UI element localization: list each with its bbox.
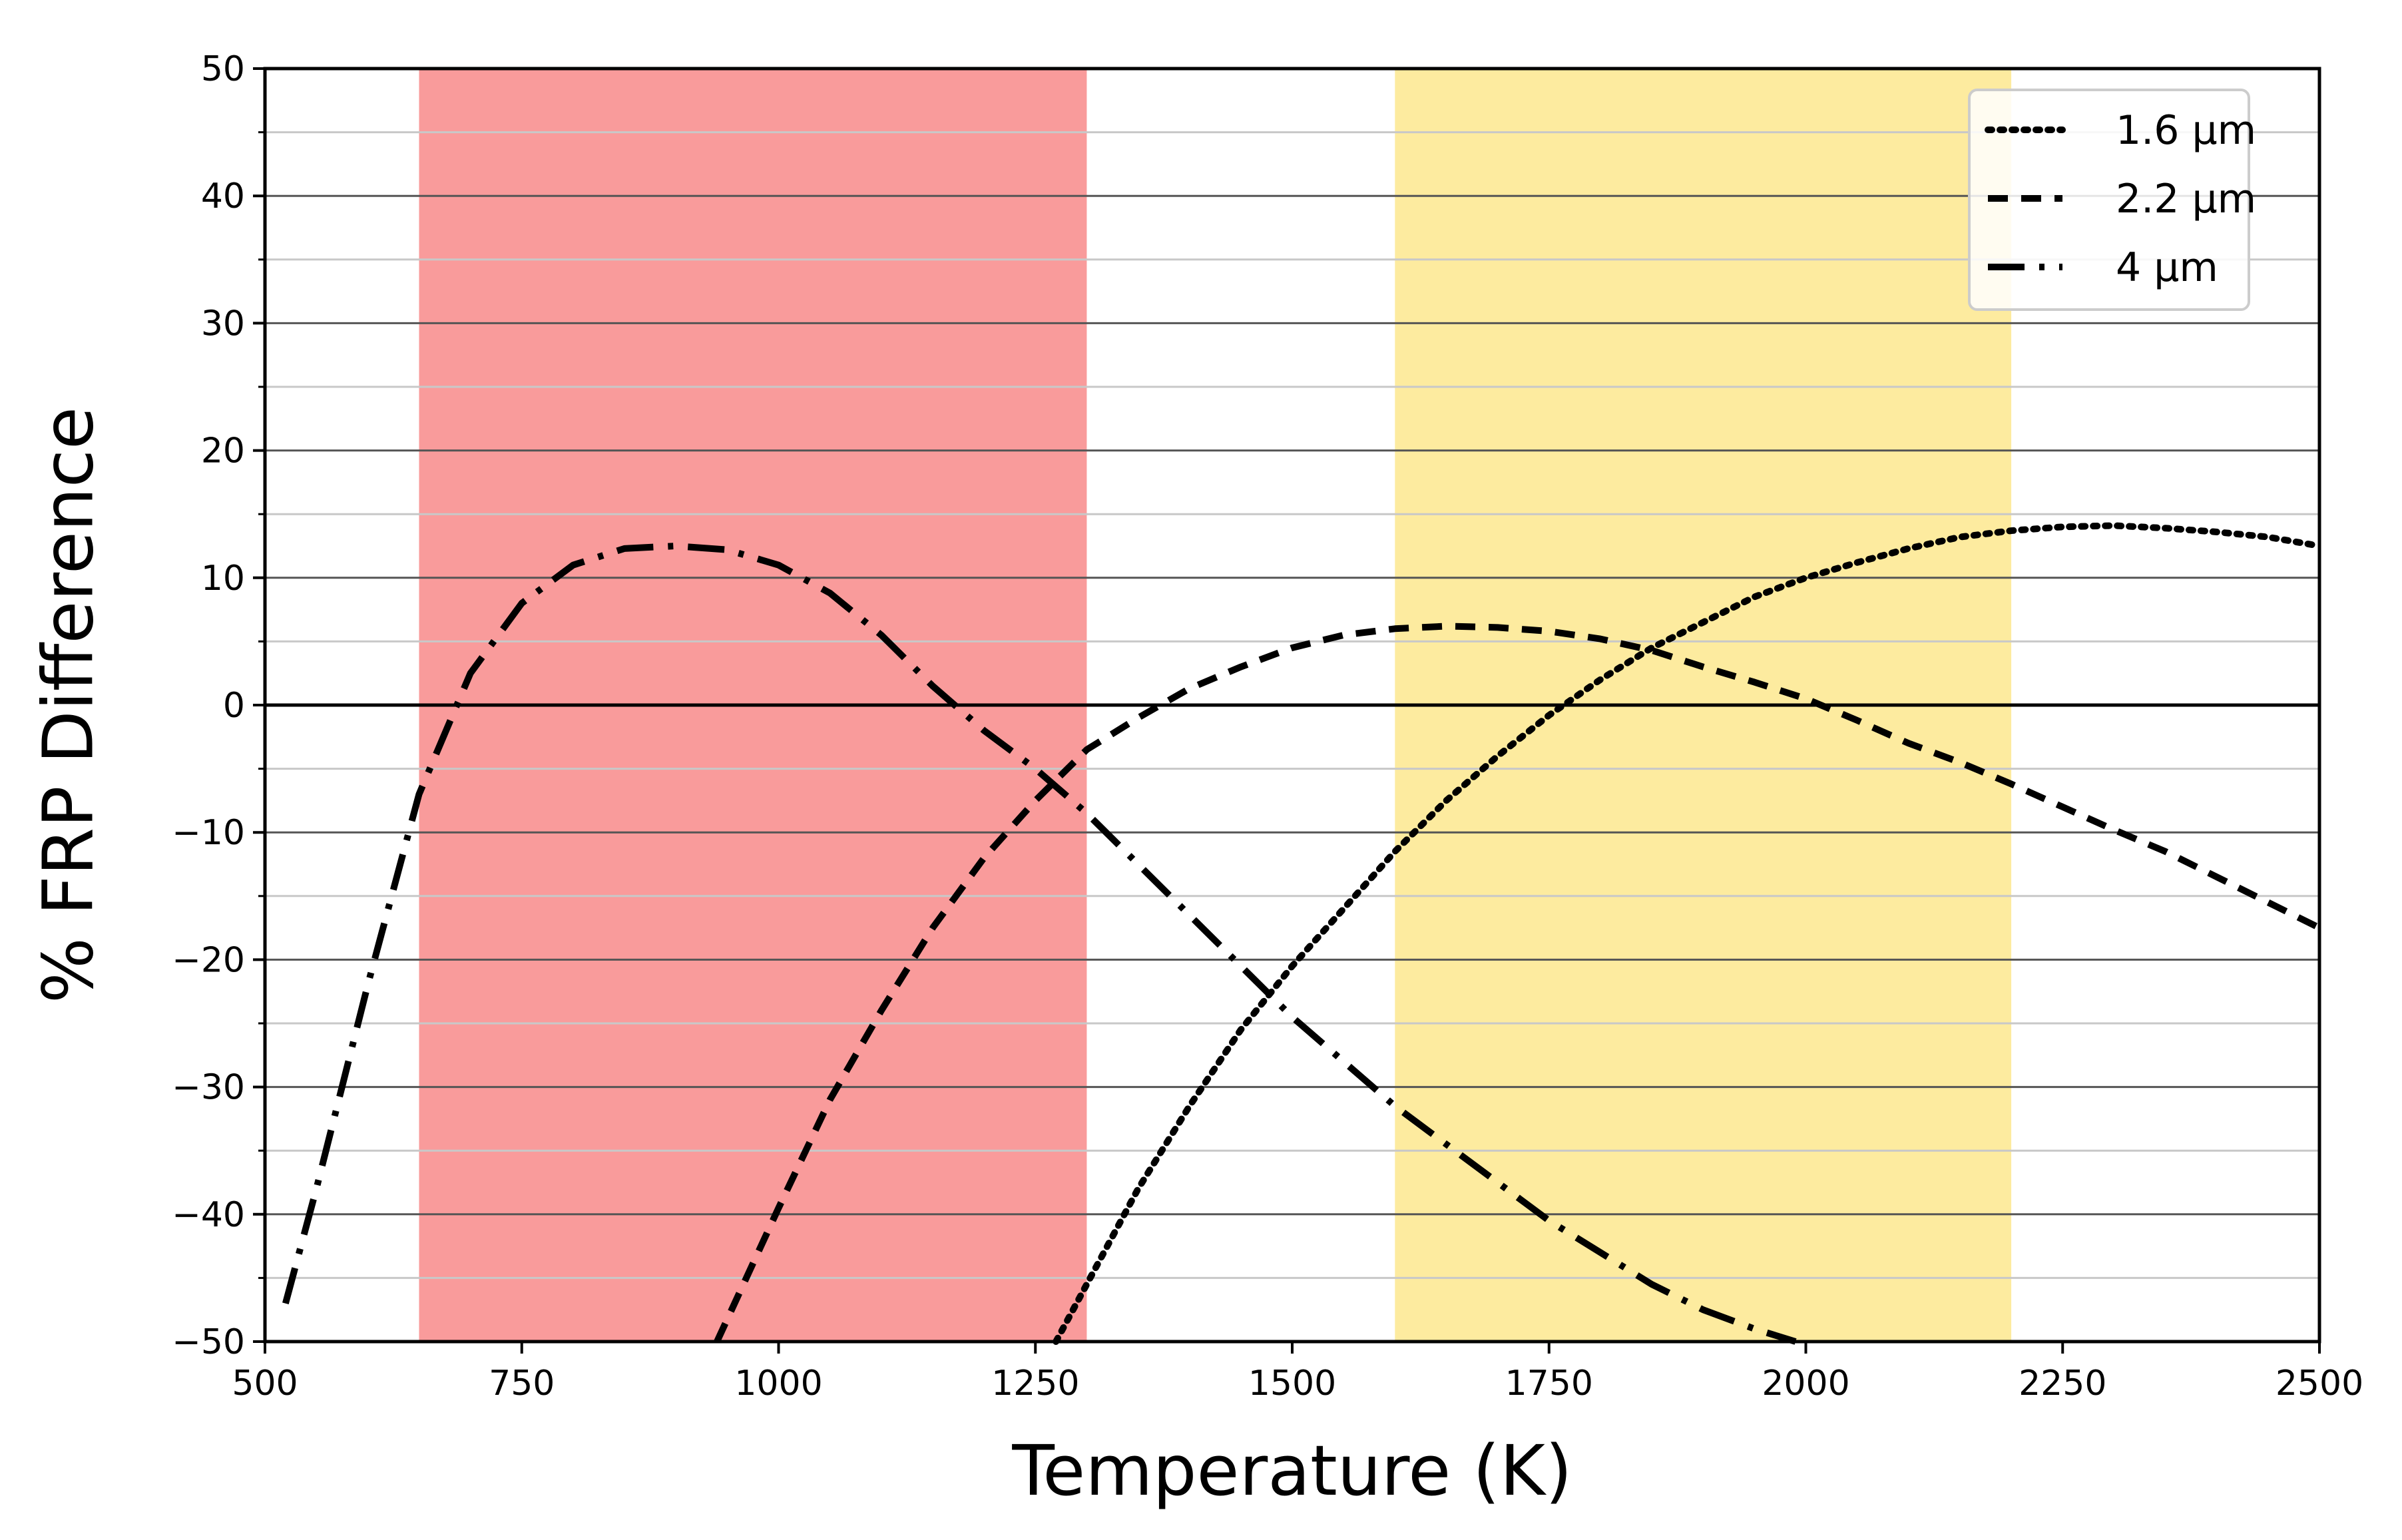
y-axis-title: % FRP Difference xyxy=(27,407,109,1003)
series-lines xyxy=(282,522,2323,1345)
x-tick-label: 1000 xyxy=(734,1364,822,1404)
y-tick-label: 0 xyxy=(223,686,245,726)
x-axis-title: Temperature (K) xyxy=(1011,1430,1572,1511)
x-tick-label: 1750 xyxy=(1505,1364,1593,1404)
x-tick-label: 2500 xyxy=(2276,1364,2363,1404)
y-tick-label: −50 xyxy=(172,1322,245,1362)
y-tick-label: −20 xyxy=(172,940,245,980)
y-tick-label: −10 xyxy=(172,813,245,853)
x-tick-label: 750 xyxy=(489,1364,555,1404)
series-line-dotted xyxy=(1053,522,2323,1345)
y-tick-label: 50 xyxy=(201,49,245,89)
y-tick-label: 30 xyxy=(201,304,245,344)
y-tick-label: −30 xyxy=(172,1068,245,1108)
legend-label: 2.2 μm xyxy=(2116,176,2256,222)
series-line-dashdot xyxy=(282,543,1797,1345)
x-tick-label: 1500 xyxy=(1248,1364,1336,1404)
legend-label: 4 μm xyxy=(2116,244,2218,291)
x-tick-label: 1250 xyxy=(991,1364,1079,1404)
y-tick-label: 20 xyxy=(201,431,245,471)
legend-label: 1.6 μm xyxy=(2116,107,2256,154)
legend-box xyxy=(1968,89,2250,311)
x-tick-label: 500 xyxy=(232,1364,298,1404)
legend: 1.6 μm 2.2 μm 4 μm xyxy=(1968,89,2256,311)
y-tick-label: 40 xyxy=(201,176,245,216)
y-tick-label: 10 xyxy=(201,559,245,599)
y-tick-label: −40 xyxy=(172,1195,245,1235)
axis-ticks: 500 750 1000 1250 1500 1750 2000 2250 2500 50 40 30… xyxy=(172,49,2363,1404)
x-tick-label: 2250 xyxy=(2019,1364,2106,1404)
x-tick-label: 2000 xyxy=(1762,1364,1849,1404)
series-line-dashed xyxy=(714,623,2321,1344)
